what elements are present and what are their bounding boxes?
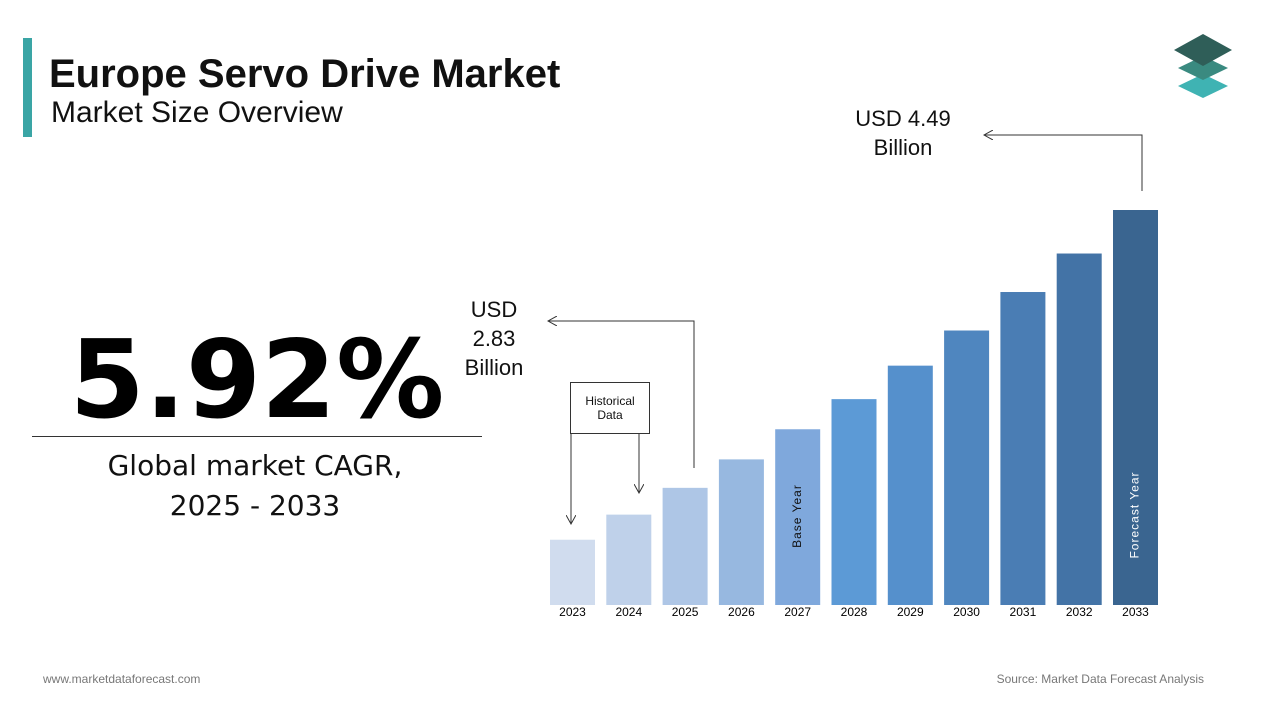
x-tick-label: 2028 (841, 605, 868, 619)
x-tick-label: 2031 (1010, 605, 1037, 619)
x-tick-label: 2025 (672, 605, 699, 619)
x-tick-label: 2032 (1066, 605, 1093, 619)
bar (1000, 292, 1046, 605)
bar (1056, 253, 1102, 605)
subtitle: Market Size Overview (51, 96, 343, 129)
cagr-value: 5.92% (69, 318, 445, 443)
historical-box: Historical Data (570, 382, 650, 434)
footer-right: Source: Market Data Forecast Analysis (996, 672, 1204, 686)
x-tick-label: 2030 (953, 605, 980, 619)
bar (775, 429, 821, 605)
cagr-label: Global market CAGR, 2025 - 2033 (107, 449, 403, 522)
bar-label: Forecast Year (1128, 471, 1142, 558)
bar (944, 330, 990, 605)
x-tick-label: 2023 (559, 605, 586, 619)
bar (662, 487, 708, 605)
x-tick-label: 2027 (784, 605, 811, 619)
divider (32, 436, 482, 437)
bar (606, 514, 652, 605)
bar (550, 539, 595, 605)
bar (1113, 210, 1158, 605)
logo (1174, 34, 1232, 98)
annotation: USD 4.49 Billion (855, 106, 951, 160)
bar (887, 365, 933, 605)
x-tick-label: 2026 (728, 605, 755, 619)
arrows (548, 135, 1143, 524)
x-tick-label: 2029 (897, 605, 924, 619)
x-tick-label: 2033 (1122, 605, 1149, 619)
annotation: USD 2.83 Billion (464, 297, 524, 380)
title: Europe Servo Drive Market (49, 52, 561, 96)
footer-left: www.marketdataforecast.com (43, 672, 201, 686)
bar (718, 459, 764, 605)
bar-label: Base Year (790, 484, 804, 548)
bar (831, 399, 877, 605)
accent-bar (23, 38, 32, 137)
x-tick-label: 2024 (615, 605, 642, 619)
